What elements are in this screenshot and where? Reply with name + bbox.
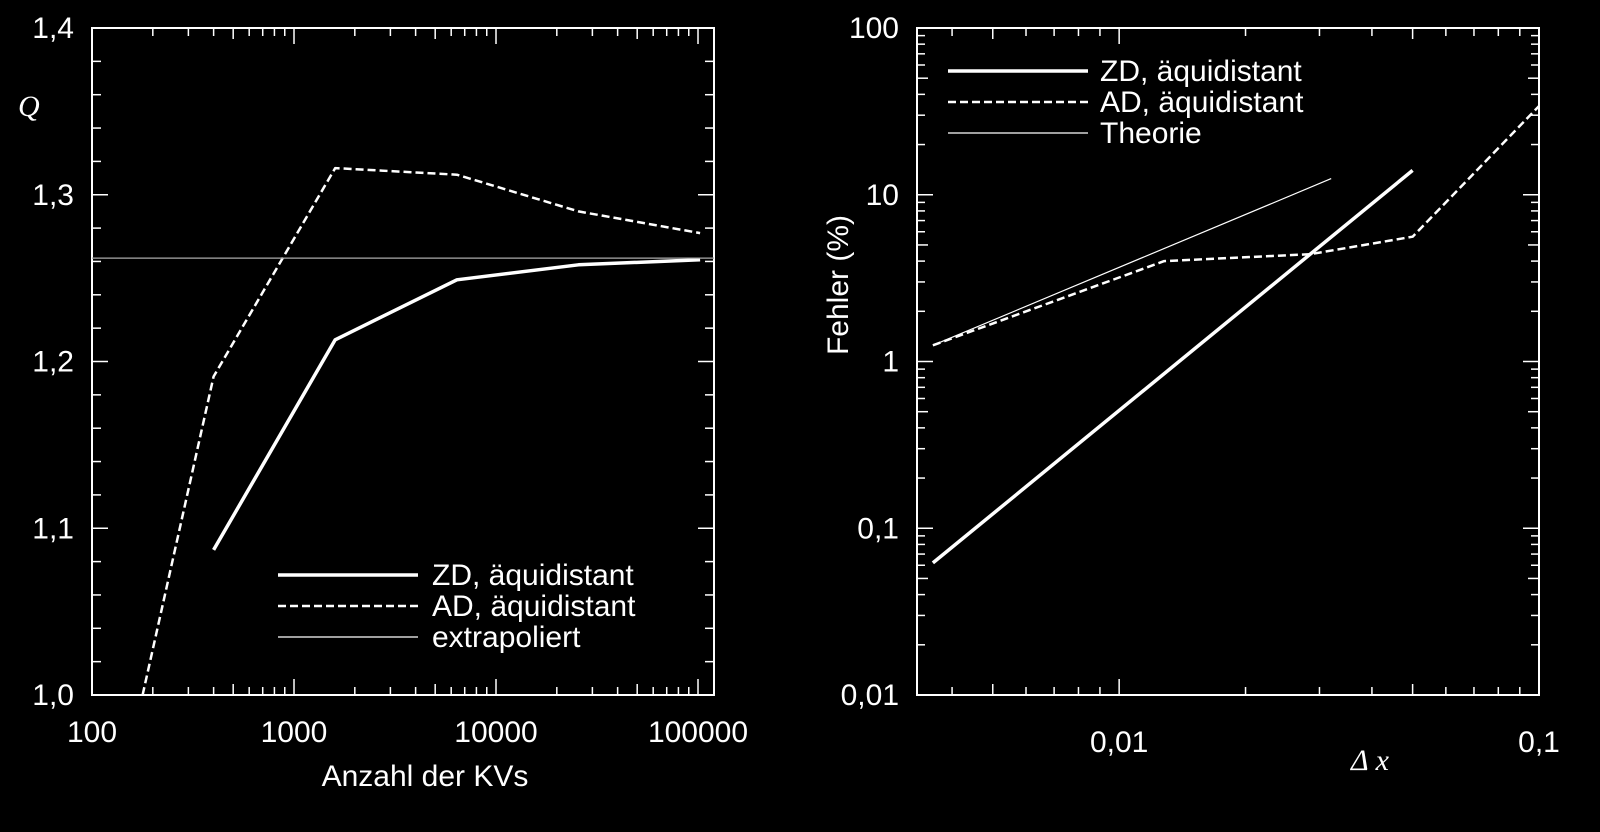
right-chart: 0,01 0,1 0,01 0,1 1 10 100 Δ x Fehler (%) ZD, … bbox=[822, 12, 1560, 777]
y-tick-label: 1,3 bbox=[32, 179, 74, 212]
x-tick-label: 0,01 bbox=[1090, 726, 1148, 759]
right-tick-labels: 0,01 0,1 0,01 0,1 1 10 100 bbox=[841, 12, 1560, 759]
legend-label: AD, äquidistant bbox=[432, 590, 636, 623]
left-ticks bbox=[91, 27, 714, 696]
y-tick-label: 0,1 bbox=[857, 512, 899, 545]
x-tick-label: 10000 bbox=[454, 716, 537, 749]
series-line-2 bbox=[141, 166, 701, 696]
legend-label: AD, äquidistant bbox=[1100, 86, 1304, 119]
right-x-axis-title: Δ x bbox=[1350, 744, 1390, 777]
y-tick-label: 1,0 bbox=[32, 679, 74, 712]
series-line-3 bbox=[932, 178, 1332, 346]
y-tick-label: 0,01 bbox=[841, 679, 899, 712]
left-x-axis-title: Anzahl der KVs bbox=[322, 760, 529, 793]
x-tick-label: 100 bbox=[67, 716, 117, 749]
y-tick-label: 1,4 bbox=[32, 12, 74, 45]
right-ticks bbox=[917, 27, 1540, 696]
x-tick-label: 1000 bbox=[261, 716, 328, 749]
x-tick-label: 100000 bbox=[648, 716, 748, 749]
y-tick-label: 100 bbox=[849, 12, 899, 45]
right-series bbox=[931, 105, 1540, 565]
y-tick-label: 1,1 bbox=[32, 512, 74, 545]
legend-label: extrapoliert bbox=[432, 621, 581, 654]
y-tick-label: 10 bbox=[866, 179, 899, 212]
left-tick-labels: 100 1000 10000 100000 1,0 1,1 1,2 1,3 1,4 bbox=[32, 12, 748, 749]
legend-label: ZD, äquidistant bbox=[1100, 55, 1302, 88]
x-tick-label: 0,1 bbox=[1518, 726, 1560, 759]
legend-label: Theorie bbox=[1100, 117, 1202, 150]
series-line-1 bbox=[931, 169, 1414, 565]
series-line-2 bbox=[932, 105, 1540, 347]
y-tick-label: 1,2 bbox=[32, 346, 74, 379]
legend-label: ZD, äquidistant bbox=[432, 559, 634, 592]
y-tick-label: 1 bbox=[882, 346, 899, 379]
left-series bbox=[92, 166, 714, 696]
right-y-axis-title: Fehler (%) bbox=[822, 215, 855, 355]
right-plot-frame bbox=[916, 27, 1540, 696]
left-y-axis-title: Q bbox=[18, 90, 40, 123]
series-line-1 bbox=[212, 258, 701, 551]
left-chart: 100 1000 10000 100000 1,0 1,1 1,2 1,3 1,4 Anzahl… bbox=[18, 12, 748, 793]
